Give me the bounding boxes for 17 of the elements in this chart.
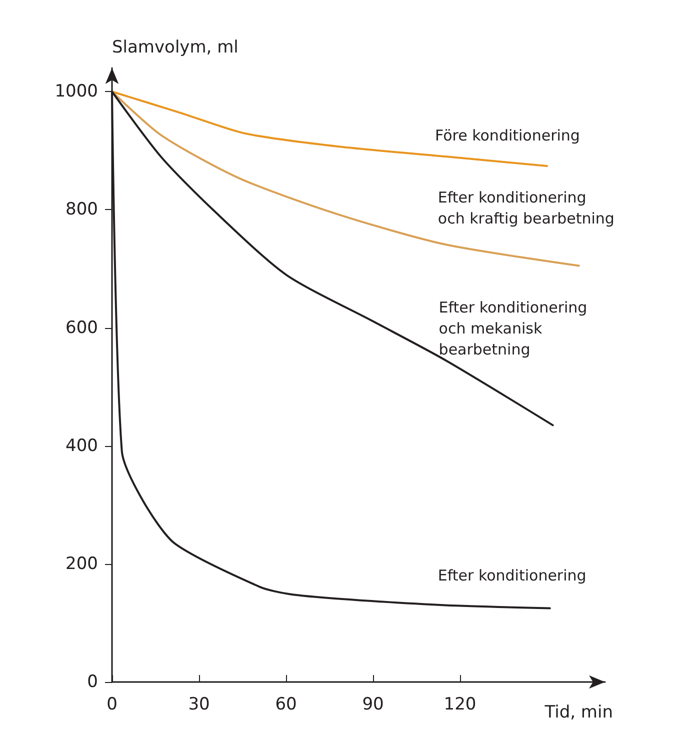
series-label: Före konditionering: [435, 126, 580, 145]
x-tick-label: 60: [275, 694, 297, 714]
series-label: Efter konditionering och kraftig bearbetning: [438, 188, 614, 228]
series-label: Efter konditionering: [438, 566, 586, 585]
y-tick-label: 600: [66, 318, 98, 338]
x-tick-label: 90: [362, 694, 384, 714]
y-tick-label: 400: [66, 436, 98, 456]
y-tick-label: 200: [66, 554, 98, 574]
y-tick-label: 800: [66, 200, 98, 220]
x-tick-label: 0: [106, 694, 118, 714]
y-axis-title: Slamvolym, ml: [112, 38, 238, 58]
x-tick-label: 120: [444, 694, 476, 714]
y-tick-label: 0: [87, 672, 98, 692]
x-tick-label: 30: [188, 694, 210, 714]
x-axis-title: Tid, min: [544, 702, 613, 722]
series-label: Efter konditionering och mekanisk bearbetning: [438, 298, 588, 359]
y-tick-label: 1000: [54, 82, 98, 102]
